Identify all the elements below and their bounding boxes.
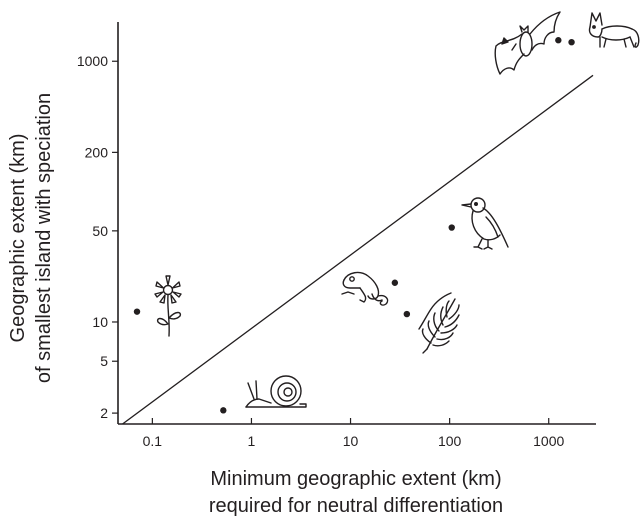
x-tick-label: 1000 bbox=[533, 433, 564, 449]
y-tick-label: 2 bbox=[100, 405, 108, 421]
flower-icon bbox=[154, 275, 182, 337]
y-tick-label: 1000 bbox=[77, 53, 108, 69]
data-point-fox bbox=[568, 38, 575, 46]
x-tick-label: 0.1 bbox=[143, 433, 163, 449]
bat-icon bbox=[494, 11, 561, 75]
y-axis-title-line2: of smallest island with speciation bbox=[33, 93, 55, 383]
y-tick-label: 10 bbox=[92, 314, 108, 330]
data-point-fern bbox=[403, 310, 411, 318]
y-tick-label: 50 bbox=[92, 223, 108, 239]
reference-line-layer bbox=[122, 74, 594, 425]
x-tick-label: 10 bbox=[343, 433, 359, 449]
reference-line bbox=[122, 74, 594, 425]
data-point-snail bbox=[220, 407, 227, 414]
tick-layer: 0.1 1 10 100 1000 2 5 10 50 200 1000 bbox=[77, 53, 565, 449]
fern-icon bbox=[418, 292, 460, 354]
data-point-bat bbox=[555, 37, 562, 44]
x-axis-title-line1: Minimum geographic extent (km) bbox=[210, 468, 501, 490]
points-layer bbox=[133, 37, 575, 414]
y-tick-label: 200 bbox=[85, 144, 109, 160]
lizard-icon bbox=[341, 271, 389, 306]
data-point-flower bbox=[133, 308, 141, 315]
x-tick-label: 100 bbox=[438, 433, 462, 449]
y-axis-title-line1: Geographic extent (km) bbox=[7, 134, 29, 343]
y-tick-label: 5 bbox=[100, 353, 108, 369]
axes-layer bbox=[117, 22, 596, 425]
data-point-lizard bbox=[391, 279, 399, 286]
data-point-bird bbox=[448, 224, 455, 231]
snail-icon bbox=[245, 375, 307, 408]
x-tick-label: 1 bbox=[248, 433, 256, 449]
fox-icon bbox=[588, 12, 640, 48]
bird-icon bbox=[461, 197, 509, 250]
x-axis-title-line2: required for neutral differentiation bbox=[209, 495, 503, 517]
